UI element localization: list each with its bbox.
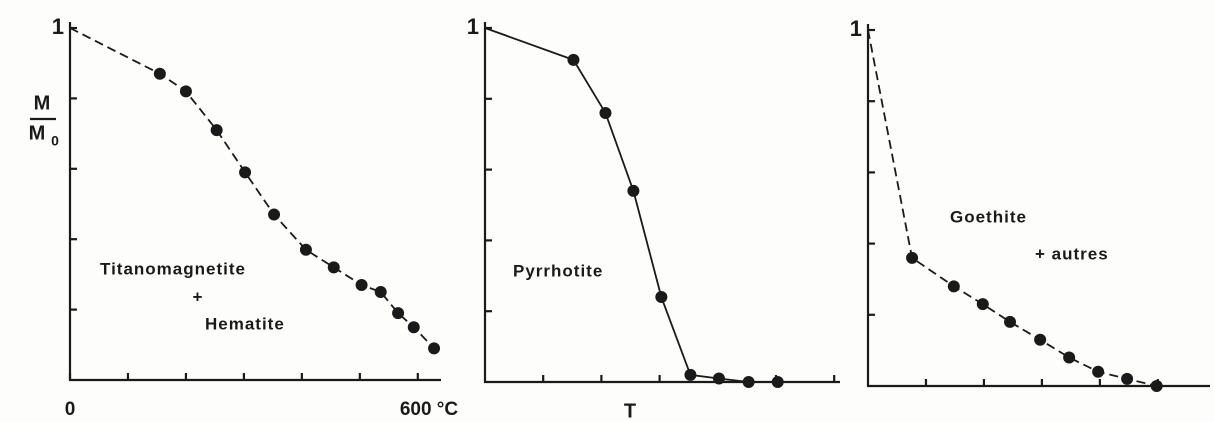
data-point [179, 85, 192, 98]
data-point [268, 208, 281, 221]
y-tick-label: 1 [850, 16, 862, 41]
data-point [684, 368, 697, 381]
data-point [1121, 372, 1134, 385]
y-axis-label: 0 [51, 133, 59, 149]
annotation: Titanomagnetite [100, 259, 246, 278]
data-point [210, 124, 223, 137]
data-point [1063, 351, 1076, 364]
data-point [1004, 315, 1017, 328]
x-axis-label: T [624, 400, 636, 422]
data-point [976, 298, 989, 311]
data-point [1034, 333, 1047, 346]
annotation: + [193, 287, 204, 306]
annotation: Pyrrhotite [513, 261, 603, 280]
data-point [299, 243, 312, 256]
x-tick-label: 0 [65, 399, 76, 420]
data-point [947, 280, 960, 293]
data-point [742, 376, 755, 388]
data-point [428, 342, 441, 355]
data-point [239, 166, 252, 179]
data-point [1092, 365, 1105, 378]
y-tick-label: 1 [467, 14, 479, 39]
annotation: Goethite [950, 207, 1027, 226]
annotation: Hematite [205, 314, 285, 333]
data-point [327, 261, 340, 274]
y-axis-label: M [34, 92, 51, 114]
data-point [567, 53, 580, 66]
data-point [407, 321, 420, 334]
data-point [599, 106, 612, 119]
x-tick-label: 600 °C [400, 399, 459, 420]
data-point [627, 184, 640, 197]
data-line [69, 27, 435, 349]
data-point [355, 278, 368, 291]
data-line [867, 29, 1157, 387]
y-axis-label: M [29, 122, 46, 144]
data-point [153, 67, 166, 80]
annotation: + autres [1035, 244, 1109, 263]
data-point [906, 251, 919, 264]
y-tick-label: 1 [52, 14, 64, 39]
data-line [484, 27, 778, 383]
data-point [771, 376, 784, 388]
data-point [1150, 380, 1163, 392]
axes [866, 24, 1210, 388]
data-point [655, 291, 668, 304]
data-point [392, 307, 405, 320]
data-point [374, 286, 387, 298]
data-point [712, 372, 725, 385]
axes [483, 22, 840, 384]
